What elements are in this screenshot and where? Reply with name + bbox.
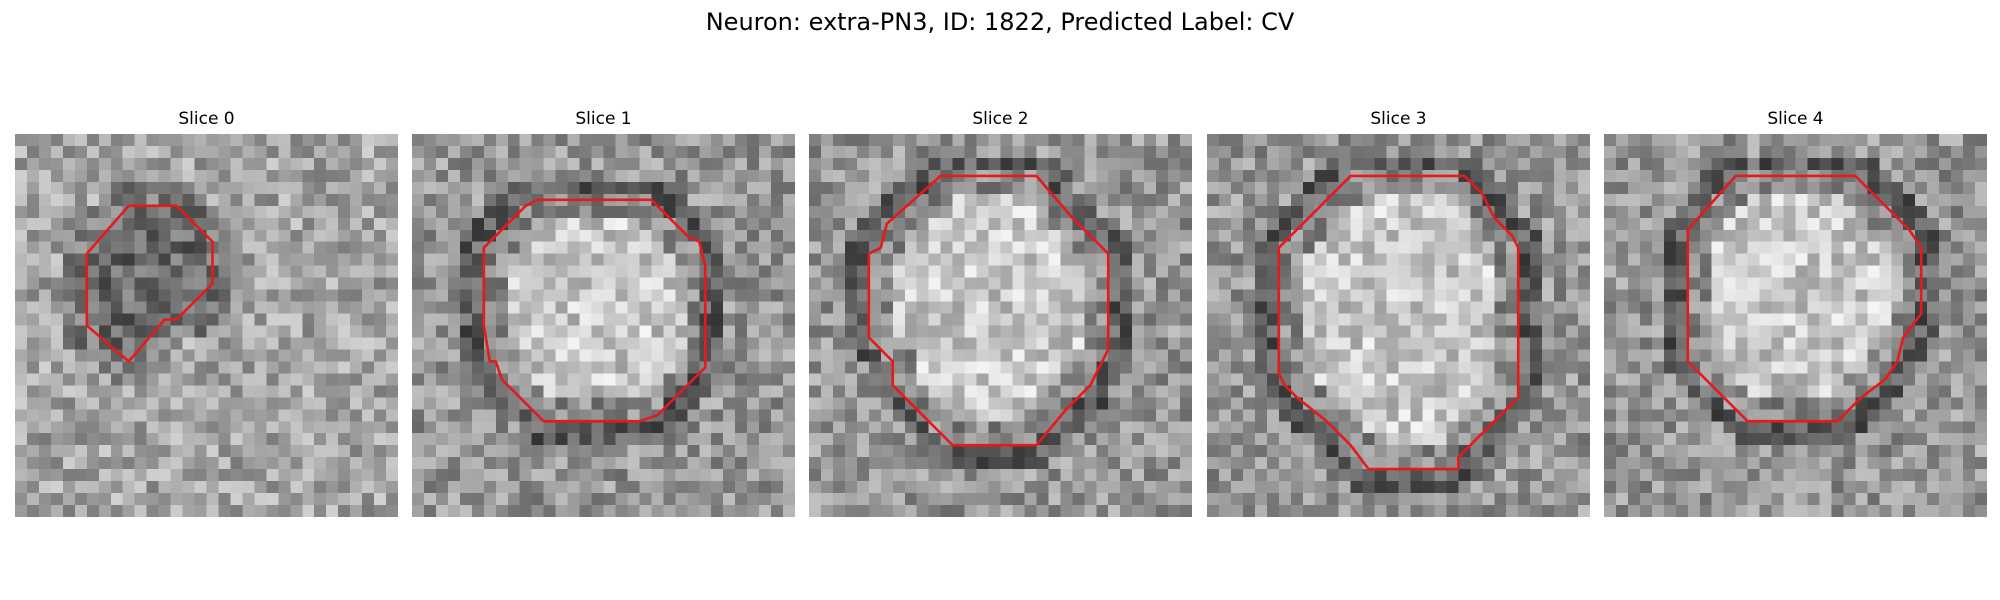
segmentation-contour [1686, 174, 1923, 423]
segmentation-contour [85, 204, 214, 363]
contour-overlay [867, 174, 1110, 447]
slice-title: Slice 3 [1370, 109, 1427, 129]
slice-image [1604, 134, 1987, 517]
slice-panel-4: Slice 4 [1604, 108, 1987, 517]
segmentation-contour [1277, 174, 1520, 471]
figure-title: Neuron: extra-PN3, ID: 1822, Predicted L… [705, 8, 1295, 36]
contour-overlay [482, 198, 707, 423]
slice-image [15, 134, 398, 517]
microscopy-image [1207, 134, 1590, 517]
slice-panel-1: Slice 1 [412, 108, 795, 517]
contour-overlay [1686, 174, 1923, 423]
contour-overlay [1277, 174, 1520, 471]
slice-image [1207, 134, 1590, 517]
slice-image [412, 134, 795, 517]
contour-overlay [85, 204, 214, 363]
slice-panel-0: Slice 0 [15, 108, 398, 517]
slice-title: Slice 2 [972, 109, 1029, 129]
microscopy-image [1604, 134, 1987, 517]
microscopy-image [15, 134, 398, 517]
segmentation-contour [482, 198, 707, 423]
microscopy-image [809, 134, 1192, 517]
microscopy-image [412, 134, 795, 517]
slice-image [809, 134, 1192, 517]
slice-title: Slice 1 [575, 109, 632, 129]
slice-panel-3: Slice 3 [1207, 108, 1590, 517]
slice-title: Slice 0 [178, 109, 235, 129]
slice-title: Slice 4 [1767, 109, 1824, 129]
slice-panel-2: Slice 2 [809, 108, 1192, 517]
segmentation-contour [867, 174, 1110, 447]
